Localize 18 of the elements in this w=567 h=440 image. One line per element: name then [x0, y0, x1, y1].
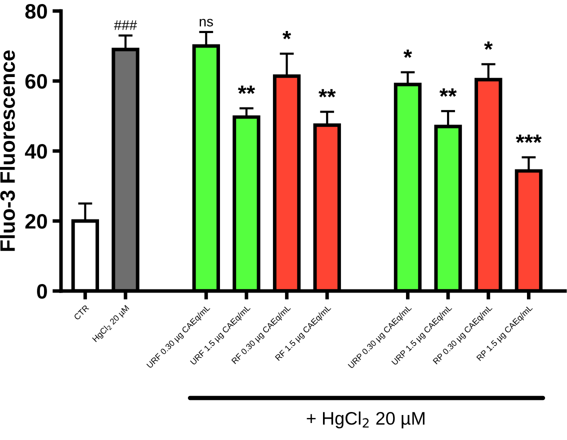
annotation: ***: [516, 134, 542, 143]
annotation: ns: [200, 18, 213, 26]
x-tick-label: HgCl$_{2}$ 20 µM: [92, 304, 130, 344]
x-tick-label: CTR: [74, 304, 90, 320]
text: + HgCl$_{2}$ 20 µM: [306, 412, 424, 428]
annotation: ###: [114, 20, 138, 30]
y-tick-label: 20: [25, 214, 47, 229]
annotation: **: [238, 86, 256, 94]
annotation: **: [439, 88, 457, 97]
annotation: *: [484, 42, 493, 50]
annotation: *: [282, 31, 292, 40]
annotation: *: [403, 50, 412, 58]
y-tick-label: 40: [24, 144, 47, 159]
annotation: **: [318, 89, 336, 98]
y-tick-label: 0: [37, 284, 47, 299]
y-tick-label: 80: [25, 4, 47, 19]
y-axis-title: Fluo-3 Fluorescence: [0, 50, 15, 251]
y-tick-label: 60: [25, 74, 47, 89]
